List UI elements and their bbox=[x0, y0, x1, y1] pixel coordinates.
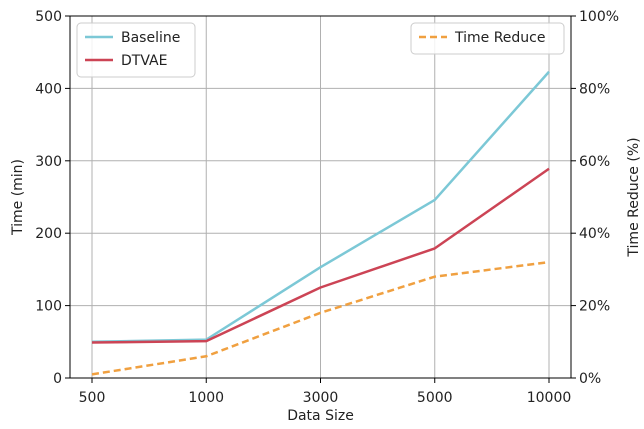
y2-tick-label: 40% bbox=[579, 226, 610, 242]
y-axis-ticks: 0 100 200 300 400 500 bbox=[35, 9, 70, 387]
y2-tick-label: 60% bbox=[579, 154, 610, 170]
legend-left: Baseline DTVAE bbox=[76, 22, 196, 78]
x-tick-label: 3000 bbox=[303, 390, 339, 406]
x-axis-ticks: 500 1000 3000 5000 10000 bbox=[79, 378, 572, 406]
y2-tick-label: 100% bbox=[579, 9, 619, 25]
y-tick-label: 500 bbox=[35, 9, 62, 25]
series-line-dtvae bbox=[91, 167, 550, 344]
y-tick-label: 100 bbox=[35, 299, 62, 315]
x-tick-label: 10000 bbox=[527, 390, 572, 406]
y-tick-label: 200 bbox=[35, 226, 62, 242]
legend-right: Time Reduce bbox=[410, 22, 565, 55]
x-tick-label: 500 bbox=[79, 390, 106, 406]
series-layer bbox=[91, 70, 550, 376]
y2-axis-label: Time Reduce (%) bbox=[626, 137, 642, 257]
y2-axis-ticks: 0% 20% 40% 60% 80% 100% bbox=[571, 9, 619, 387]
y2-tick-label: 20% bbox=[579, 299, 610, 315]
legend-label: Baseline bbox=[121, 30, 180, 46]
y-tick-label: 0 bbox=[53, 371, 62, 387]
y-tick-label: 300 bbox=[35, 154, 62, 170]
legend-label: DTVAE bbox=[121, 53, 167, 69]
y2-tick-label: 80% bbox=[579, 81, 610, 97]
x-axis-label: Data Size bbox=[287, 408, 354, 424]
x-tick-label: 5000 bbox=[417, 390, 453, 406]
y-tick-label: 400 bbox=[35, 81, 62, 97]
series-line-time-reduce bbox=[91, 260, 550, 376]
grid bbox=[70, 16, 571, 378]
legend-label: Time Reduce bbox=[454, 30, 546, 46]
y-axis-label: Time (min) bbox=[10, 159, 26, 236]
x-tick-label: 1000 bbox=[188, 390, 224, 406]
legend-box bbox=[410, 22, 565, 55]
y2-tick-label: 0% bbox=[579, 371, 601, 387]
